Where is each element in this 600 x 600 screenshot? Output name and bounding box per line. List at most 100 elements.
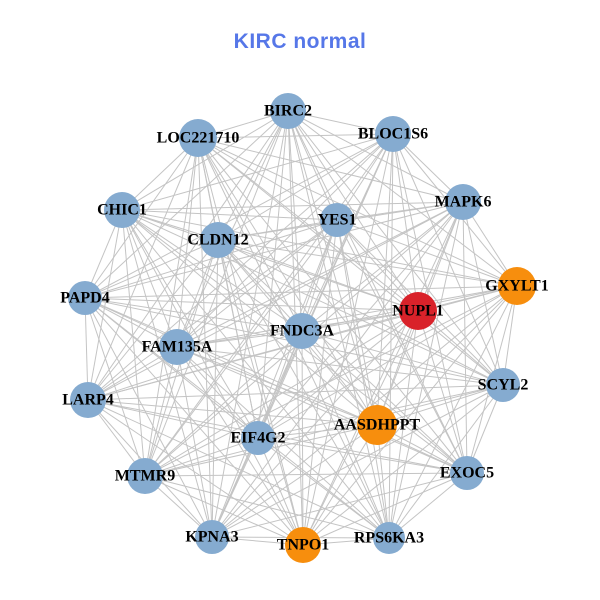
graph-edge: [121, 209, 303, 332]
graph-node-label: BLOC1S6: [358, 126, 428, 143]
graph-node-label: CHIC1: [97, 202, 147, 219]
graph-edge: [287, 110, 303, 332]
graph-edge: [84, 297, 146, 477]
graph-edge: [217, 239, 390, 539]
graph-node-label: PAPD4: [60, 290, 109, 307]
graph-edge: [144, 475, 390, 539]
graph-edge: [176, 285, 518, 348]
graph-node-chic1: [104, 192, 140, 228]
graph-edge: [87, 399, 259, 439]
graph-node-fndc3a: [284, 313, 320, 349]
graph-edge: [257, 437, 468, 474]
graph-edge: [302, 424, 378, 546]
graph-edge: [176, 346, 378, 426]
graph-edge: [144, 437, 259, 477]
graph-edge: [287, 110, 504, 386]
graph-node-gxylt1: [498, 267, 536, 305]
graph-edge: [87, 110, 289, 401]
graph-edge: [121, 209, 518, 287]
graph-edge: [217, 239, 518, 287]
graph-edge: [144, 330, 303, 477]
graph-edge: [87, 384, 504, 401]
graph-edge: [197, 133, 394, 139]
graph-node-papd4: [68, 281, 102, 315]
graph-edge: [144, 346, 178, 477]
graph-edge: [301, 330, 304, 546]
graph-edge: [388, 201, 464, 539]
graph-edge: [217, 239, 303, 332]
graph-node-label: CLDN12: [187, 232, 248, 249]
graph-edge: [336, 219, 378, 426]
graph-node-label: LARP4: [62, 392, 114, 409]
graph-edge: [197, 137, 468, 474]
graph-edge: [211, 424, 378, 538]
graph-edge: [121, 209, 304, 546]
graph-node-birc2: [270, 93, 306, 129]
graph-node-mtmr9: [127, 458, 163, 494]
graph-edge: [176, 133, 394, 348]
graph-node-label: LOC221710: [157, 130, 240, 147]
graph-edge: [87, 239, 219, 401]
graph-edge: [84, 297, 304, 546]
graph-node-label: BIRC2: [264, 103, 312, 120]
graph-node-label: NUPL1: [392, 303, 444, 320]
graph-node-mapk6: [445, 184, 481, 220]
graph-node-bloc1s6: [375, 116, 411, 152]
graph-edge: [84, 110, 289, 299]
graph-node-label: TNPO1: [277, 537, 329, 554]
graph-edge: [376, 310, 419, 426]
graph-edge: [176, 346, 259, 439]
graph-node-larp4: [70, 382, 106, 418]
graph-edge: [176, 346, 304, 546]
graph-edge: [336, 219, 390, 539]
graph-node-nupl1: [399, 292, 437, 330]
graph-edge: [302, 472, 468, 546]
graph-edge: [211, 110, 289, 538]
graph-node-label: FNDC3A: [270, 323, 334, 340]
graph-edge: [176, 346, 213, 538]
graph-node-label: YES1: [317, 212, 356, 229]
graph-node-scyl2: [486, 368, 520, 402]
graph-edge: [176, 346, 504, 386]
graph-edge: [211, 437, 259, 538]
graph-edge: [302, 285, 518, 546]
graph-edge: [197, 137, 464, 203]
graph-edge: [301, 330, 390, 539]
graph-edge: [144, 285, 518, 477]
graph-edge: [301, 201, 464, 332]
graph-edge: [197, 137, 304, 546]
graph-node-label: EXOC5: [440, 465, 494, 482]
graph-node-exoc5: [450, 456, 484, 490]
node-layer: [68, 93, 536, 563]
graph-edge: [287, 110, 468, 474]
graph-edge: [302, 133, 394, 546]
graph-edge: [84, 239, 219, 299]
graph-edge: [392, 133, 419, 312]
graph-edge: [211, 384, 504, 538]
graph-edge: [211, 472, 468, 538]
graph-edge: [87, 133, 394, 401]
graph-edge: [176, 110, 289, 348]
graph-edge: [87, 399, 390, 539]
graph-edge: [176, 330, 303, 348]
graph-edge: [121, 110, 289, 211]
graph-edge: [84, 297, 303, 332]
graph-edge: [197, 137, 338, 221]
graph-edge: [376, 384, 504, 426]
graph-node-tnpo1: [285, 527, 321, 563]
graph-edge: [197, 137, 213, 538]
graph-edge: [84, 297, 213, 538]
label-layer: BIRC2 LOC221710 BLOC1S6 MAPK6 CHIC1 YES1 CLDN1…: [60, 103, 548, 554]
graph-edge: [217, 110, 289, 241]
graph-edge: [211, 239, 219, 538]
graph-edge: [87, 399, 304, 546]
graph-edge: [87, 219, 338, 401]
graph-edge: [84, 297, 390, 539]
graph-node-kpna3: [195, 520, 229, 554]
graph-edge: [301, 330, 504, 386]
graph-edge: [376, 285, 518, 426]
graph-edge: [144, 219, 338, 477]
graph-edge: [121, 209, 146, 477]
graph-edge: [257, 437, 390, 539]
